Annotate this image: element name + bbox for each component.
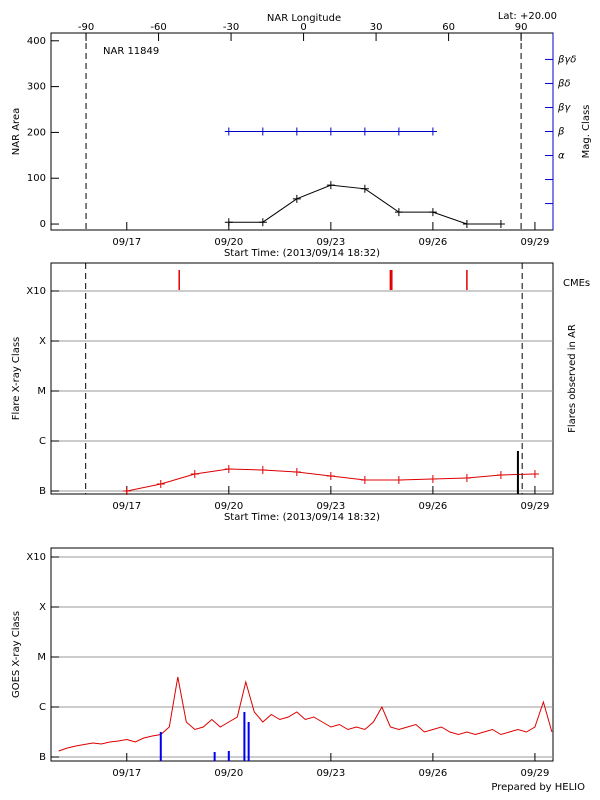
x-tick-label: 09/23 [316, 237, 345, 248]
point-marker [360, 476, 369, 484]
point-marker [292, 127, 301, 136]
y-tick-label: B [39, 752, 46, 763]
y2-tick-label: βδ [557, 78, 571, 89]
y-axis-label: Flare X-ray Class [11, 337, 22, 421]
x2-tick-label: -30 [223, 22, 239, 33]
point-marker [428, 208, 437, 217]
x-axis-label: Start Time: (2013/09/14 18:32) [224, 248, 380, 259]
x2-tick-label: -90 [78, 22, 94, 33]
point-marker [428, 475, 437, 483]
y-tick-label: X [39, 602, 46, 613]
point-marker [394, 208, 403, 217]
x-tick-label: 09/23 [316, 501, 345, 512]
point-marker [326, 127, 335, 136]
point-marker [530, 470, 539, 478]
plot-frame [50, 547, 554, 762]
point-marker [326, 472, 335, 480]
plot-frame [50, 262, 554, 495]
data-line [58, 676, 553, 752]
point-marker [258, 466, 267, 474]
y-tick-label: B [39, 486, 46, 497]
y-tick-label: 0 [40, 219, 46, 230]
y-tick-label: X10 [26, 552, 46, 563]
point-marker [122, 487, 131, 495]
x-tick-label: 09/29 [521, 501, 550, 512]
y2-tick-label: βγδ [557, 54, 576, 65]
footer: Prepared by HELIO [491, 782, 585, 793]
x2-tick-label: 0 [300, 22, 306, 33]
x-tick-label: 09/20 [214, 501, 243, 512]
bar [243, 712, 246, 761]
y-tick-label: M [37, 386, 46, 397]
y2-tick-label: βγ [557, 102, 571, 113]
x-tick-label: 09/26 [418, 237, 447, 248]
x2-tick-label: 90 [515, 22, 528, 33]
x-tick-label: 09/23 [316, 768, 345, 779]
bar [227, 751, 230, 761]
x2-tick-label: 60 [442, 22, 455, 33]
y2-tick-label: β [557, 127, 565, 138]
x-tick-label: 09/17 [112, 237, 141, 248]
point-marker [394, 476, 403, 484]
bar [213, 752, 216, 761]
y-tick-label: 300 [27, 82, 46, 93]
x-tick-label: 09/26 [418, 501, 447, 512]
y-tick-label: 200 [27, 127, 46, 138]
y2-axis-label: Mag. Class [581, 105, 592, 159]
point-marker [224, 218, 233, 227]
bar [159, 732, 162, 761]
point-marker [394, 127, 403, 136]
bar [516, 451, 519, 494]
point-marker [360, 127, 369, 136]
point-marker [462, 220, 471, 229]
x2-tick-label: -60 [150, 22, 166, 33]
point-marker [292, 194, 301, 203]
y-tick-label: X [39, 336, 46, 347]
point-marker [428, 127, 437, 136]
event-label: CMEs [563, 278, 590, 289]
y-tick-label: X10 [26, 286, 46, 297]
y-axis-label: GOES X-ray Class [11, 611, 22, 698]
point-marker [258, 127, 267, 136]
point-marker [462, 474, 471, 482]
y-tick-label: 400 [27, 36, 46, 47]
y-tick-label: C [39, 436, 46, 447]
x-tick-label: 09/20 [214, 768, 243, 779]
x-tick-label: 09/29 [521, 237, 550, 248]
x-axis-label: Start Time: (2013/09/14 18:32) [224, 512, 380, 523]
x2-axis-label: NAR Longitude [267, 13, 341, 24]
y-tick-label: M [37, 652, 46, 663]
point-marker [258, 218, 267, 227]
point-marker [326, 181, 335, 190]
panel-title: NAR 11849 [103, 46, 159, 57]
point-marker [224, 127, 233, 136]
x-tick-label: 09/17 [112, 501, 141, 512]
x-tick-label: 09/29 [521, 768, 550, 779]
y2-tick-label: α [558, 151, 565, 162]
x2-tick-label: 30 [370, 22, 383, 33]
x-tick-label: 09/20 [214, 237, 243, 248]
x-tick-label: 09/17 [112, 768, 141, 779]
point-marker [224, 465, 233, 473]
point-marker [156, 480, 165, 488]
y2-axis-label: Flares observed in AR [567, 324, 578, 433]
point-marker [496, 220, 505, 229]
x-tick-label: 09/26 [418, 768, 447, 779]
point-marker [360, 184, 369, 193]
point-marker [496, 471, 505, 479]
point-marker [190, 470, 199, 478]
bar [247, 722, 250, 761]
y-tick-label: 100 [27, 173, 46, 184]
y-axis-label: NAR Area [11, 108, 22, 155]
annotation: Lat: +20.00 [498, 11, 557, 22]
y-tick-label: C [39, 702, 46, 713]
point-marker [292, 468, 301, 476]
